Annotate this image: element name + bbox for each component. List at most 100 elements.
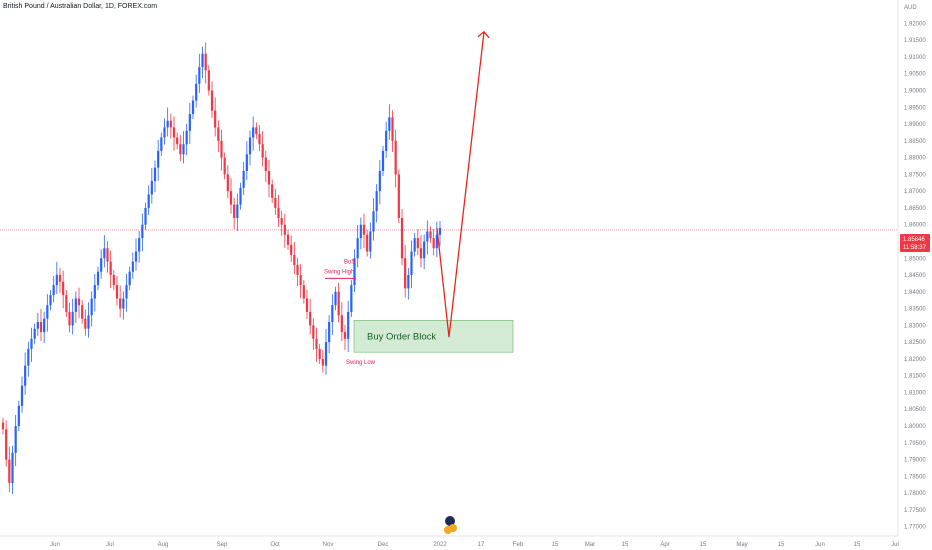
candle [378,159,381,205]
candle [131,252,134,279]
event-icon [449,524,457,532]
candle [233,197,236,230]
candle [328,314,331,354]
price-tick-label: 1.91000 [904,55,926,61]
time-tick-label: 15 [700,542,707,548]
current-price-badge: 1.85846 11:58:37 [900,234,930,252]
candle [315,327,318,362]
candle [353,249,356,293]
candle [58,267,62,293]
price-tick-label: 1.80000 [904,424,926,430]
candle [331,294,334,336]
time-tick-label: Jun [50,542,60,548]
candle [169,113,172,139]
time-tick-label: Jul [106,542,114,548]
candle-body [356,238,359,259]
candle [356,225,359,268]
candle-body [5,429,8,460]
candle [20,376,24,413]
candle-body [55,275,58,286]
candle-body [271,184,274,198]
candle-body [337,291,340,316]
candle-body [210,90,214,111]
candle [413,233,416,257]
candle-body [413,238,416,252]
order-block-rect [353,320,514,353]
event-icons[interactable] [444,516,457,534]
candle-body [299,275,302,286]
candle [407,267,410,300]
time-tick-label: 17 [478,542,485,548]
candle [166,107,169,137]
candle-body [378,171,381,192]
candle-body [65,295,68,312]
candle [220,129,223,171]
price-tick-label: 1.82000 [904,357,926,363]
candle-body [172,127,176,138]
time-tick-label: May [736,542,747,548]
candle [381,145,385,177]
candle-body [131,261,134,272]
candle-body [182,144,185,155]
candle [188,102,191,144]
candle-body [195,83,198,101]
candle-body [245,154,248,172]
candle [1,417,5,435]
candle [271,179,274,203]
time-tick-label: 15 [552,542,559,548]
swing-high-label: Swing High [324,269,354,275]
price-axis: 1.92000 1.91500 1.91000 1.90500 1.90000 1.895… [904,21,926,530]
price-tick-label: 1.89000 [904,122,926,128]
candle-body [74,298,77,312]
candle-body [267,171,271,185]
price-tick-label: 1.86500 [904,206,926,212]
price-tick-label: 1.88000 [904,156,926,162]
candle-body [84,318,87,329]
time-tick-label: 15 [778,542,785,548]
candle [400,208,404,266]
candle-body [166,120,169,128]
candle-body [419,248,423,259]
candle-body [115,285,119,299]
candle-body [394,140,397,175]
candle-body [30,338,33,349]
price-tick-label: 1.79000 [904,458,926,464]
candle [147,185,150,215]
candle-body [435,234,438,249]
candle-body [233,204,236,218]
candle-body [169,120,172,128]
candle-body [46,305,49,319]
candle [359,217,362,250]
candle-body [381,150,385,172]
candle [252,116,255,151]
candle [426,220,429,255]
candle [191,95,195,120]
candle [36,312,39,336]
candle-body [122,298,125,309]
price-tick-label: 1.77000 [904,525,926,531]
candle-body [14,426,17,453]
candle [207,65,210,96]
candle-body [321,358,324,366]
candle-body [258,134,261,145]
candle-body [39,322,43,333]
time-tick-label: Jul [891,542,899,548]
candle [245,141,248,181]
candle-body [17,405,20,426]
candle-body [27,348,30,366]
candle-body [24,365,27,386]
candle [264,150,267,183]
candle-body [68,311,71,326]
candle-body [290,244,293,255]
candle [305,289,309,319]
candle-body [144,207,147,225]
candle-body [397,174,400,218]
candle [55,261,58,295]
candle [182,131,185,164]
candle-body [150,181,153,195]
candle-body [362,224,366,235]
candle-body [239,187,242,205]
candle [394,129,397,188]
candle-body [77,298,81,306]
